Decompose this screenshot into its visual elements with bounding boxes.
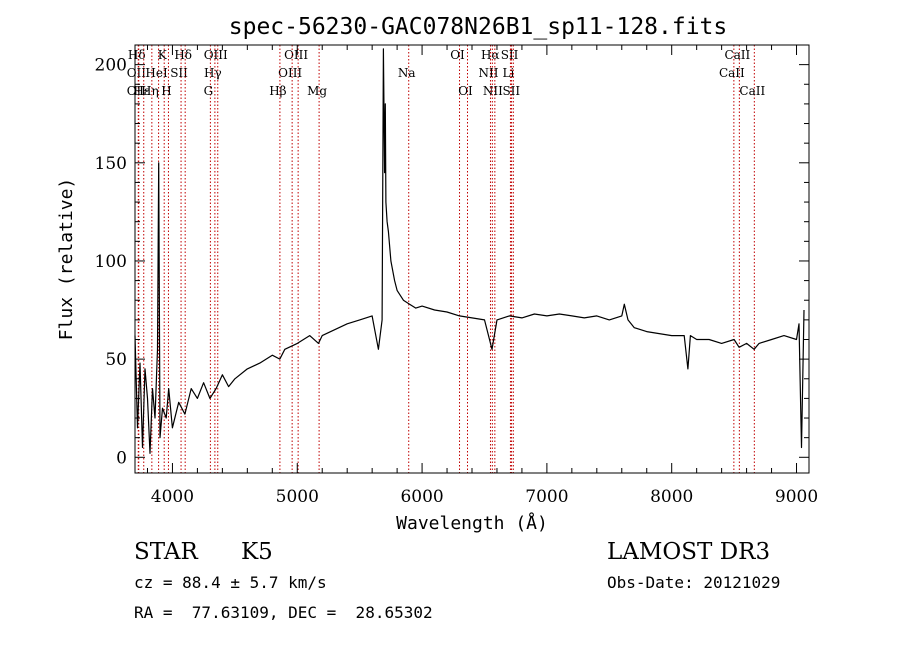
line-marker-label-20: Hα — [481, 48, 500, 62]
line-marker-label-23: Li — [503, 66, 515, 80]
line-marker-label-7: SII — [170, 66, 188, 80]
line-marker-label-10: OIII — [204, 48, 228, 62]
x-tick-label-3: 7000 — [525, 487, 568, 507]
line-marker-label-22: NII — [478, 66, 498, 80]
y-tick-label-3: 150 — [95, 154, 127, 174]
survey-name: LAMOST DR3 — [607, 539, 771, 565]
x-tick-label-2: 6000 — [400, 487, 443, 507]
y-tick-label-0: 0 — [116, 448, 127, 468]
line-marker-label-11: Hγ — [204, 66, 222, 80]
x-tick-label-0: 4000 — [151, 487, 194, 507]
line-marker-label-27: CaII — [719, 66, 745, 80]
line-marker-label-8: H — [161, 84, 171, 98]
x-tick-label-5: 9000 — [775, 487, 818, 507]
y-axis-label: Flux (relative) — [56, 178, 77, 341]
redshift-readout: cz = 88.4 ± 5.7 km/s — [134, 573, 327, 592]
y-tick-label-4: 200 — [95, 56, 127, 76]
line-marker-label-21: SII — [501, 48, 519, 62]
line-marker-label-12: G — [204, 84, 214, 98]
line-marker-label-9: Hδ — [174, 48, 192, 62]
line-marker-label-25: SII — [502, 84, 520, 98]
object-class: STAR — [134, 539, 198, 565]
line-marker-label-13: OIII — [284, 48, 308, 62]
line-marker-label-17: Na — [398, 66, 416, 80]
line-marker-label-1: OII — [127, 66, 147, 80]
obs-date: Obs-Date: 20121029 — [607, 573, 781, 592]
coordinates: RA = 77.63109, DEC = 28.65302 — [134, 603, 433, 622]
line-marker-label-2: OII — [127, 84, 147, 98]
line-marker-label-28: CaII — [739, 84, 765, 98]
line-marker-label-19: OI — [458, 84, 473, 98]
y-tick-label-1: 50 — [105, 350, 127, 370]
line-marker-label-15: Hβ — [269, 84, 286, 98]
x-tick-label-1: 5000 — [276, 487, 319, 507]
line-marker-label-3: Hε — [133, 84, 150, 98]
line-marker-label-18: OI — [450, 48, 465, 62]
x-tick-label-4: 8000 — [650, 487, 693, 507]
object-subclass: K5 — [241, 539, 273, 565]
line-marker-label-14: OIII — [278, 66, 302, 80]
line-marker-label-5: K — [158, 48, 168, 62]
spectrum-line-0 — [134, 48, 805, 454]
line-marker-label-26: CaII — [724, 48, 750, 62]
line-marker-label-24: NII — [483, 84, 503, 98]
x-axis: 4000 5000 6000 7000 8000 9000 — [146, 45, 818, 507]
line-marker-label-16: Mg — [307, 84, 327, 98]
line-marker-label-6: HeI — [145, 66, 168, 80]
plot-frame — [134, 44, 810, 474]
y-axis: 0 50 100 150 200 — [95, 56, 809, 468]
x-axis-label: Wavelength (Å) — [396, 512, 548, 534]
line-marker-label-4: Hη — [141, 84, 159, 98]
spectrum-series — [134, 48, 805, 454]
line-marker-label-0: Hδ — [128, 48, 146, 62]
chart-title: spec-56230-GAC078N26B1_sp11-128.fits — [229, 14, 728, 40]
y-tick-label-2: 100 — [95, 252, 127, 272]
